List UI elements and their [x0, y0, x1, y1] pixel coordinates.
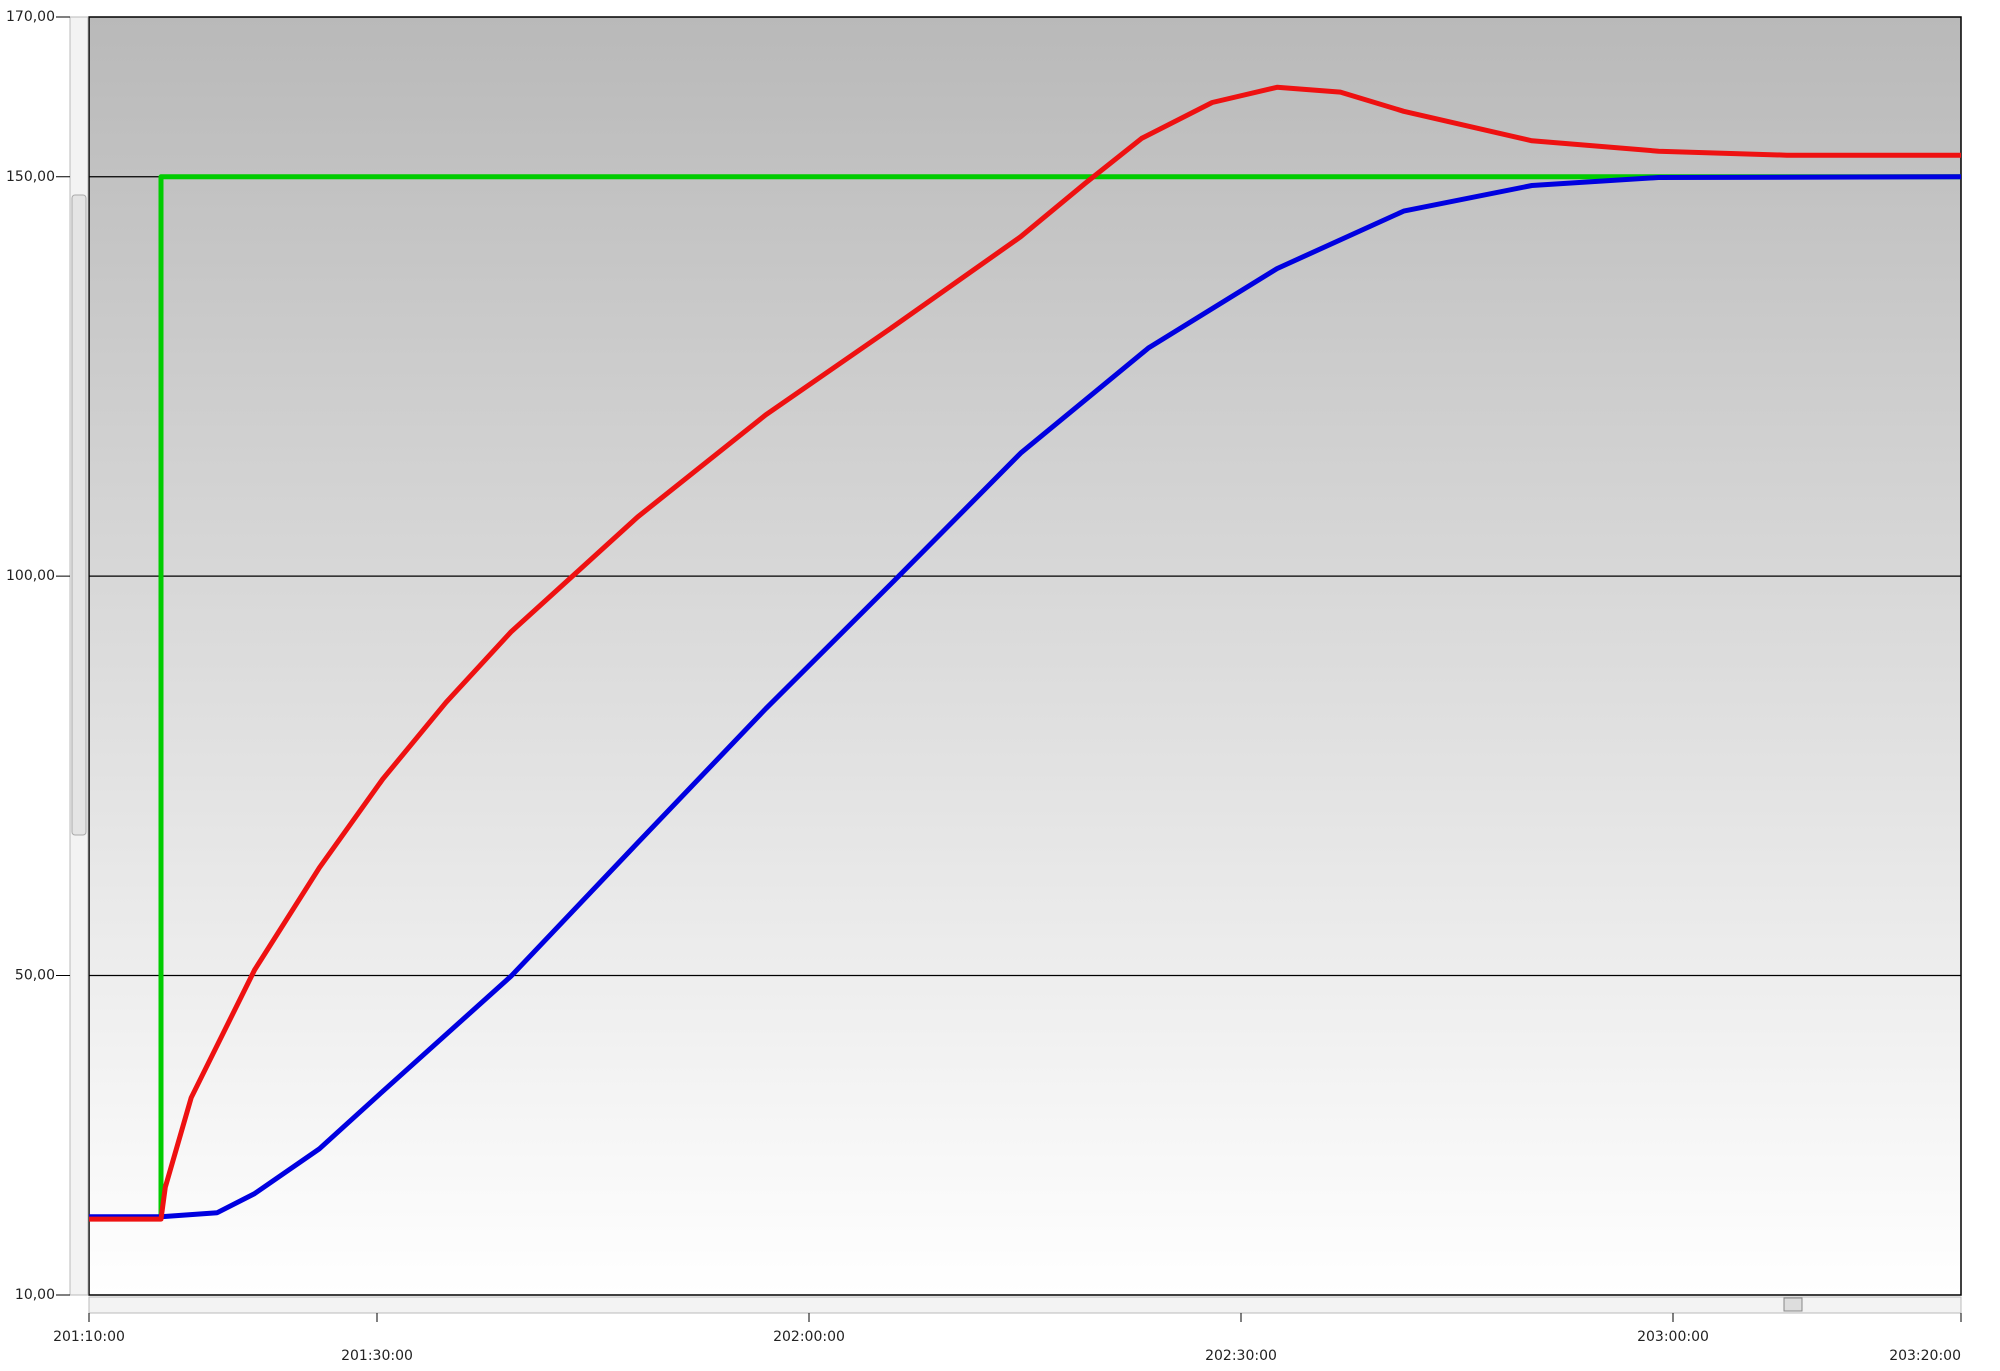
line-series	[89, 174, 1962, 1220]
x-tick-label: 201:30:00	[341, 1348, 413, 1364]
x-tick-label: 201:10:00	[53, 1329, 125, 1345]
x-tick-label: 203:20:00	[1889, 1348, 1961, 1364]
y-tick-label: 170,00	[6, 9, 55, 25]
x-tick-label: 203:00:00	[1637, 1329, 1709, 1345]
y-tick-label: 50,00	[15, 968, 55, 984]
horizontal-scrollbar[interactable]	[88, 1296, 1962, 1314]
scroll-thumb[interactable]	[71, 194, 87, 836]
y-tick-label: 10,00	[15, 1287, 55, 1303]
y-tick-label: 150,00	[6, 169, 55, 185]
x-tick-label: 202:00:00	[773, 1329, 845, 1345]
x-tick-label: 202:30:00	[1205, 1348, 1277, 1364]
line-series	[89, 84, 1961, 1222]
scroll-thumb[interactable]	[1783, 1297, 1803, 1312]
y-tick-label: 100,00	[6, 568, 55, 584]
